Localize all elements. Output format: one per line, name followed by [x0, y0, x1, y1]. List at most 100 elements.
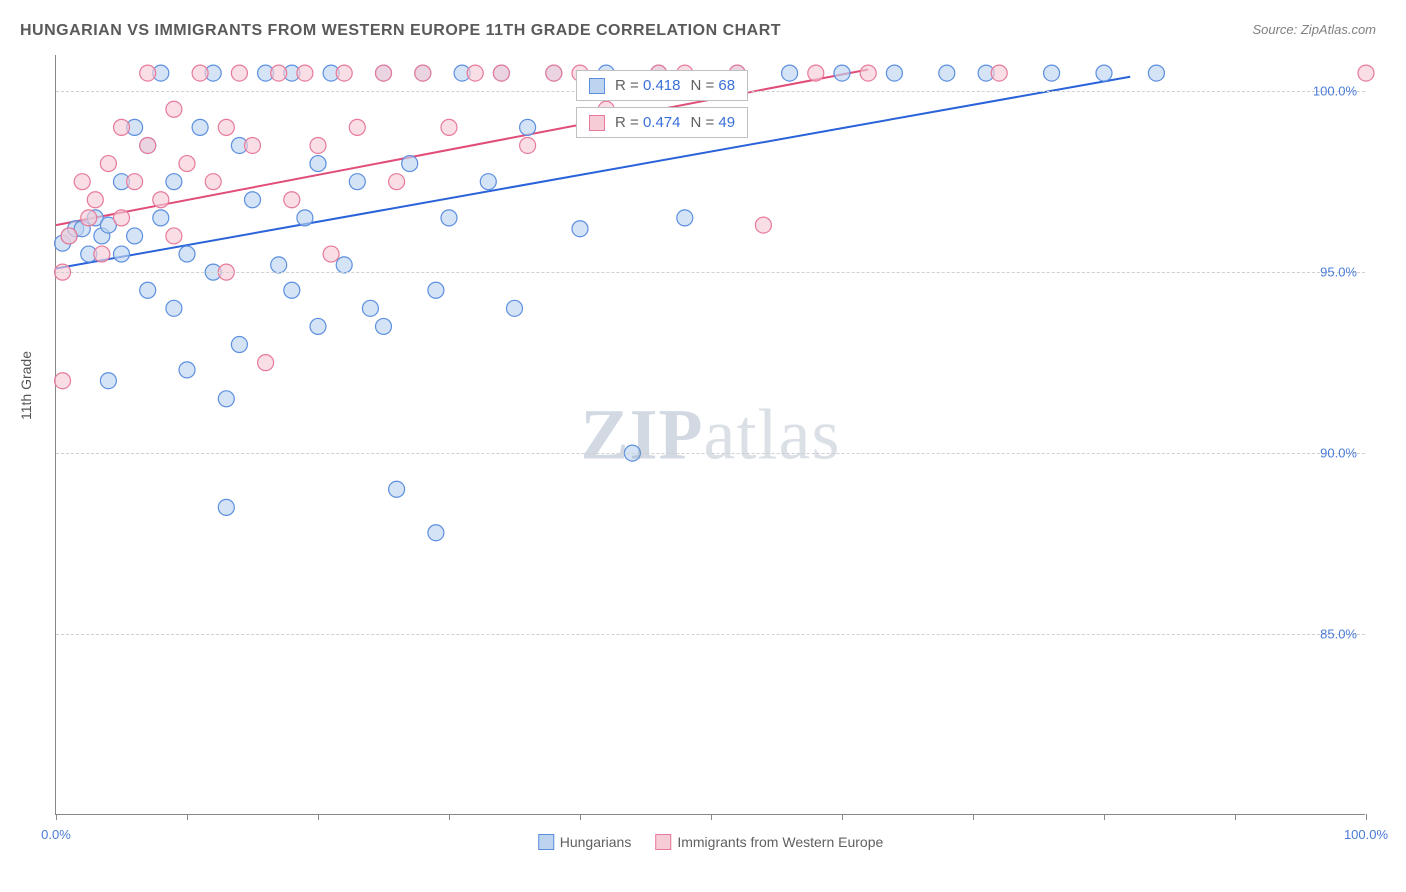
scatter-point: [179, 156, 195, 172]
x-tick-label: 0.0%: [41, 827, 71, 842]
x-tick: [449, 814, 450, 820]
scatter-point: [271, 65, 287, 81]
scatter-point: [100, 373, 116, 389]
scatter-point: [520, 137, 536, 153]
scatter-point: [349, 174, 365, 190]
scatter-point: [218, 391, 234, 407]
scatter-point: [362, 300, 378, 316]
scatter-point: [94, 246, 110, 262]
scatter-point: [258, 355, 274, 371]
y-axis-label: 11th Grade: [18, 351, 34, 420]
scatter-point: [74, 174, 90, 190]
legend-r-label: R = 0.418: [615, 77, 680, 94]
scatter-point: [677, 210, 693, 226]
scatter-point: [507, 300, 523, 316]
scatter-point: [886, 65, 902, 81]
scatter-point: [114, 246, 130, 262]
correlation-legend-box: R = 0.418 N = 68: [576, 70, 748, 101]
legend-bottom: Hungarians Immigrants from Western Europe: [538, 834, 884, 850]
scatter-point: [284, 192, 300, 208]
scatter-point: [192, 65, 208, 81]
scatter-point: [284, 282, 300, 298]
scatter-point: [1358, 65, 1374, 81]
scatter-point: [100, 156, 116, 172]
scatter-point: [114, 119, 130, 135]
legend-series-label: Hungarians: [560, 834, 632, 850]
legend-item: Immigrants from Western Europe: [655, 834, 883, 850]
scatter-point: [179, 246, 195, 262]
x-tick: [56, 814, 57, 820]
scatter-point: [520, 119, 536, 135]
scatter-point: [349, 119, 365, 135]
correlation-legend-box: R = 0.474 N = 49: [576, 107, 748, 138]
scatter-point: [389, 481, 405, 497]
scatter-point: [127, 174, 143, 190]
scatter-point: [1044, 65, 1060, 81]
scatter-point: [480, 174, 496, 190]
scatter-point: [231, 337, 247, 353]
scatter-point: [205, 174, 221, 190]
x-tick: [711, 814, 712, 820]
x-tick: [842, 814, 843, 820]
scatter-point: [323, 246, 339, 262]
scatter-point: [782, 65, 798, 81]
scatter-point: [441, 119, 457, 135]
scatter-point: [389, 174, 405, 190]
trend-line: [56, 77, 1130, 269]
scatter-point: [297, 210, 313, 226]
scatter-point: [297, 65, 313, 81]
scatter-point: [939, 65, 955, 81]
scatter-point: [245, 192, 261, 208]
scatter-point: [153, 192, 169, 208]
scatter-point: [415, 65, 431, 81]
gridline-horizontal: [56, 453, 1365, 454]
legend-r-label: R = 0.474: [615, 114, 680, 131]
scatter-point: [493, 65, 509, 81]
plot-area: ZIPatlas HungariansImmigrants from Weste…: [55, 55, 1365, 815]
legend-swatch: [589, 78, 605, 94]
gridline-horizontal: [56, 634, 1365, 635]
legend-series-label: Immigrants from Western Europe: [677, 834, 883, 850]
scatter-point: [55, 373, 71, 389]
chart-title: HUNGARIAN VS IMMIGRANTS FROM WESTERN EUR…: [20, 22, 781, 40]
y-tick-label: 95.0%: [1320, 265, 1357, 280]
scatter-point: [153, 210, 169, 226]
legend-swatch: [589, 115, 605, 131]
scatter-point: [428, 282, 444, 298]
x-tick: [1366, 814, 1367, 820]
y-tick-label: 90.0%: [1320, 446, 1357, 461]
scatter-point: [166, 101, 182, 117]
scatter-point: [140, 65, 156, 81]
x-tick: [318, 814, 319, 820]
y-tick-label: 100.0%: [1313, 84, 1357, 99]
scatter-point: [1096, 65, 1112, 81]
scatter-point: [1148, 65, 1164, 81]
scatter-point: [834, 65, 850, 81]
legend-item: Hungarians: [538, 834, 632, 850]
x-tick: [187, 814, 188, 820]
scatter-point: [218, 499, 234, 515]
scatter-point: [166, 228, 182, 244]
scatter-point: [376, 318, 392, 334]
scatter-point: [140, 282, 156, 298]
scatter-point: [61, 228, 77, 244]
legend-n-label: N = 49: [690, 114, 735, 131]
scatter-point: [114, 210, 130, 226]
scatter-point: [546, 65, 562, 81]
scatter-point: [310, 137, 326, 153]
legend-n-label: N = 68: [690, 77, 735, 94]
scatter-point: [991, 65, 1007, 81]
x-tick: [580, 814, 581, 820]
scatter-point: [87, 192, 103, 208]
legend-swatch: [538, 834, 554, 850]
scatter-point: [428, 525, 444, 541]
scatter-point: [808, 65, 824, 81]
scatter-point: [755, 217, 771, 233]
scatter-point: [166, 174, 182, 190]
scatter-point: [336, 257, 352, 273]
scatter-point: [179, 362, 195, 378]
scatter-point: [81, 210, 97, 226]
scatter-point: [441, 210, 457, 226]
x-tick-label: 100.0%: [1344, 827, 1388, 842]
x-tick: [1235, 814, 1236, 820]
